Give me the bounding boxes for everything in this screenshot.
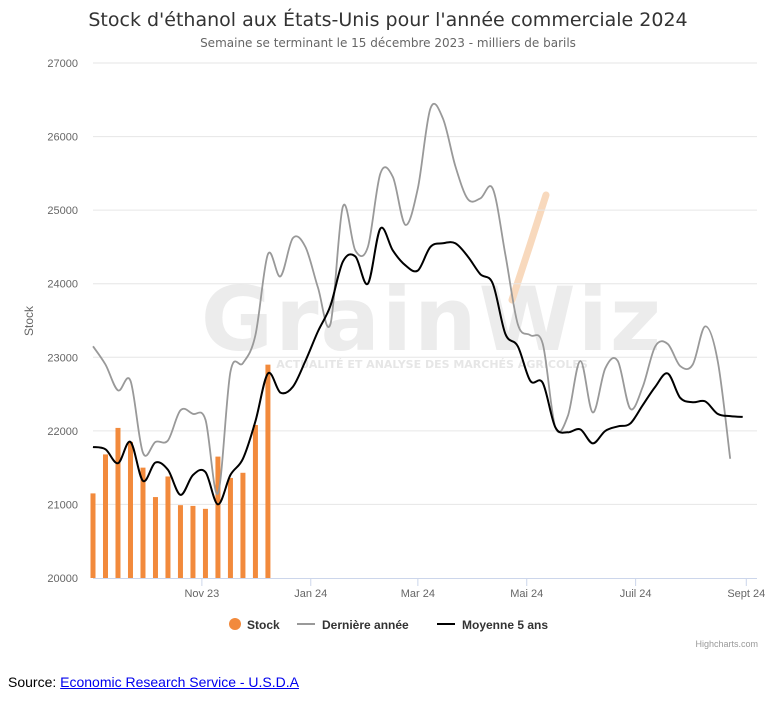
chart-title: Stock d'éthanol aux États-Unis pour l'an… bbox=[88, 8, 687, 31]
y-tick-label: 21000 bbox=[47, 499, 78, 511]
y-tick-label: 22000 bbox=[47, 426, 78, 438]
stock-bar bbox=[90, 493, 96, 578]
y-tick-label: 23000 bbox=[47, 352, 78, 364]
stock-bar bbox=[140, 467, 146, 578]
stock-columns bbox=[90, 364, 271, 578]
ethanol-stock-chart: GrainWiz ACTUALITÉ ET ANALYSE DES MARCHÉS… bbox=[22, 8, 765, 649]
source-prefix: Source: bbox=[8, 674, 61, 690]
legend-label: Moyenne 5 ans bbox=[462, 618, 548, 632]
stock-bar bbox=[202, 508, 208, 578]
stock-bar bbox=[102, 454, 108, 578]
stock-bar bbox=[115, 427, 121, 578]
series-lines bbox=[92, 102, 743, 506]
stock-bar bbox=[190, 505, 196, 578]
legend-marker-dot bbox=[229, 618, 241, 630]
five-year-average-line bbox=[92, 226, 743, 506]
stock-bar bbox=[152, 497, 158, 578]
legend-item[interactable]: Stock bbox=[229, 618, 280, 632]
source-line: Source: Economic Research Service - U.S.… bbox=[8, 674, 299, 690]
y-tick-label: 24000 bbox=[47, 279, 78, 291]
stock-bar bbox=[215, 456, 221, 578]
y-tick-label: 27000 bbox=[47, 58, 78, 70]
legend-label: Stock bbox=[247, 618, 280, 632]
legend: Stock Dernière année Moyenne 5 ans bbox=[229, 618, 548, 632]
highcharts-credits[interactable]: Highcharts.com bbox=[695, 639, 758, 649]
chart-text: Stock d'éthanol aux États-Unis pour l'an… bbox=[22, 8, 758, 649]
y-tick-label: 20000 bbox=[47, 573, 78, 585]
watermark-swoosh bbox=[508, 191, 550, 304]
x-tick-label: Mai 24 bbox=[510, 588, 543, 600]
stock-bar bbox=[177, 505, 183, 578]
watermark-brand: GrainWiz bbox=[201, 268, 663, 371]
chart-subtitle: Semaine se terminant le 15 décembre 2023… bbox=[200, 36, 576, 50]
x-tick-label: Jan 24 bbox=[294, 588, 327, 600]
stock-bar bbox=[127, 441, 133, 578]
watermark-tagline: ACTUALITÉ ET ANALYSE DES MARCHÉS AGRICOL… bbox=[276, 358, 588, 371]
source-link[interactable]: Economic Research Service - U.S.D.A bbox=[60, 674, 299, 690]
legend-item[interactable]: Moyenne 5 ans bbox=[437, 618, 548, 632]
stock-bar bbox=[165, 476, 171, 578]
stock-bar bbox=[265, 364, 271, 578]
y-axis-title: Stock bbox=[22, 305, 36, 336]
stock-bar bbox=[227, 477, 233, 578]
legend-item[interactable]: Dernière année bbox=[297, 618, 409, 632]
axes: 20000 21000 22000 23000 24000 25000 26000 27000… bbox=[47, 58, 765, 600]
last-year-line bbox=[92, 102, 732, 495]
x-tick-label: Juil 24 bbox=[620, 588, 652, 600]
x-tick-label: Mar 24 bbox=[401, 588, 435, 600]
x-tick-label: Sept 24 bbox=[727, 588, 765, 600]
y-gridlines bbox=[93, 62, 757, 505]
y-tick-label: 25000 bbox=[47, 205, 78, 217]
stock-bar bbox=[252, 424, 258, 578]
stock-bar bbox=[240, 472, 246, 578]
legend-label: Dernière année bbox=[322, 618, 409, 632]
x-tick-label: Nov 23 bbox=[184, 588, 219, 600]
y-tick-label: 26000 bbox=[47, 132, 78, 144]
